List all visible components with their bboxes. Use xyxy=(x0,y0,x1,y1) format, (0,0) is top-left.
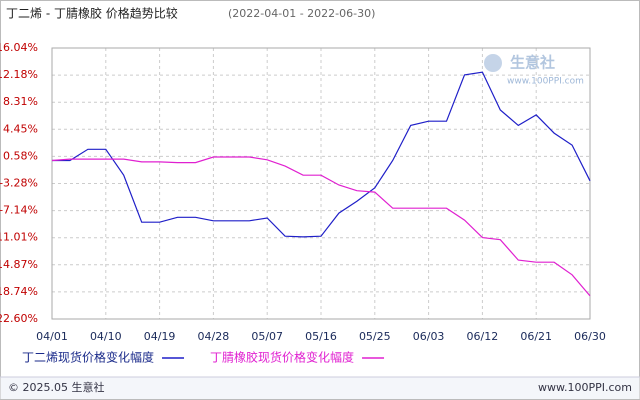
y-tick-label: -14.87% xyxy=(0,258,38,271)
plot-border xyxy=(51,47,591,320)
x-tick-label: 06/21 xyxy=(520,330,552,343)
chart-title: 丁二烯 - 丁腈橡胶 价格趋势比较 xyxy=(6,6,178,21)
x-tick-label: 05/16 xyxy=(305,330,337,343)
footer-right: www.100PPI.com xyxy=(538,381,632,394)
x-tick-label: 06/30 xyxy=(574,330,606,343)
y-tick-label: 4.45% xyxy=(3,122,38,135)
x-tick-label: 06/12 xyxy=(467,330,499,343)
watermark: 生意社 xyxy=(510,54,555,72)
series-line xyxy=(52,71,591,238)
y-tick-label: 12.18% xyxy=(0,68,38,81)
watermark-logo xyxy=(484,54,502,72)
x-tick-label: 04/19 xyxy=(144,330,176,343)
legend-label: 丁腈橡胶现货价格变化幅度 xyxy=(210,350,354,365)
y-tick-label: -7.14% xyxy=(0,204,38,217)
y-tick-label: 16.04% xyxy=(0,41,38,54)
x-tick-label: 04/10 xyxy=(90,330,122,343)
footer-left: © 2025.05 生意社 xyxy=(8,380,104,394)
footer-bar xyxy=(0,377,640,399)
x-tick-label: 06/03 xyxy=(413,330,445,343)
watermark-url: www.100PPI.com xyxy=(507,77,584,87)
series-line xyxy=(51,156,591,297)
x-tick-label: 04/28 xyxy=(198,330,230,343)
y-tick-label: 8.31% xyxy=(3,95,38,108)
y-tick-label: -3.28% xyxy=(0,177,38,190)
x-tick-label: 05/25 xyxy=(359,330,391,343)
x-tick-label: 04/01 xyxy=(36,330,68,343)
y-tick-label: -11.01% xyxy=(0,231,38,244)
x-tick-label: 05/07 xyxy=(251,330,283,343)
y-tick-label: 0.58% xyxy=(3,149,38,162)
legend-label: 丁二烯现货价格变化幅度 xyxy=(22,350,154,365)
chart-subtitle: (2022-04-01 - 2022-06-30) xyxy=(228,7,375,20)
y-tick-label: -22.60% xyxy=(0,312,38,325)
y-tick-label: -18.74% xyxy=(0,285,38,298)
